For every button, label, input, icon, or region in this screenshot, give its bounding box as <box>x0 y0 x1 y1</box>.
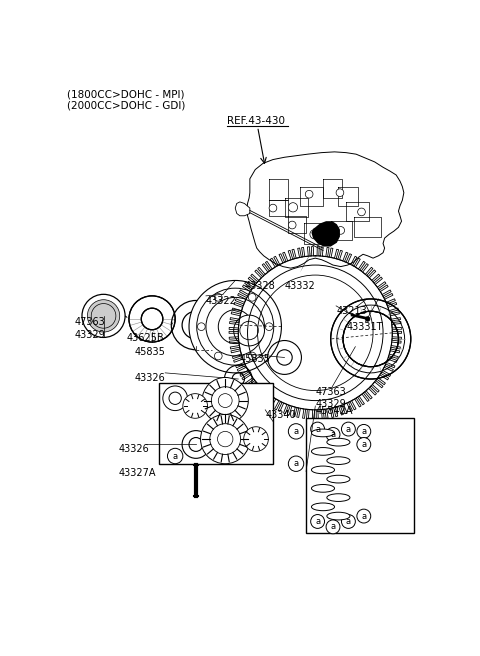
Circle shape <box>248 352 256 360</box>
Text: 43326: 43326 <box>119 445 150 455</box>
Text: 47363
43329: 47363 43329 <box>75 318 106 340</box>
Text: 43322: 43322 <box>206 296 237 306</box>
Ellipse shape <box>312 485 335 492</box>
Circle shape <box>357 424 371 438</box>
Circle shape <box>358 208 365 216</box>
Circle shape <box>288 424 304 439</box>
Ellipse shape <box>312 503 335 510</box>
Circle shape <box>288 203 298 212</box>
Ellipse shape <box>327 457 350 464</box>
Circle shape <box>183 394 207 419</box>
Circle shape <box>215 352 222 360</box>
Circle shape <box>202 377 248 424</box>
Text: 45835: 45835 <box>240 354 271 364</box>
Text: 45842A: 45842A <box>315 406 353 416</box>
Circle shape <box>197 323 205 331</box>
Ellipse shape <box>312 429 335 437</box>
Polygon shape <box>312 221 340 247</box>
Ellipse shape <box>312 447 335 455</box>
Text: 43331T: 43331T <box>346 322 383 332</box>
Text: (1800CC>DOHC - MPI): (1800CC>DOHC - MPI) <box>67 89 185 100</box>
Text: a: a <box>315 424 320 434</box>
Text: 43327A: 43327A <box>119 468 156 478</box>
Text: 45835: 45835 <box>134 346 165 357</box>
Text: a: a <box>315 517 320 526</box>
Text: a: a <box>173 451 178 461</box>
Circle shape <box>337 226 345 234</box>
Text: a: a <box>330 522 336 531</box>
Bar <box>306 417 414 533</box>
Ellipse shape <box>327 494 350 501</box>
Polygon shape <box>300 248 314 273</box>
Ellipse shape <box>312 466 335 474</box>
Circle shape <box>311 422 324 436</box>
Circle shape <box>87 300 120 332</box>
Circle shape <box>311 514 324 528</box>
Text: 43625B: 43625B <box>127 333 164 343</box>
Circle shape <box>310 230 319 239</box>
Text: REF.43-430: REF.43-430 <box>227 117 285 127</box>
Text: 43328: 43328 <box>244 281 275 291</box>
Circle shape <box>234 315 264 346</box>
Circle shape <box>189 281 281 373</box>
Text: 43213: 43213 <box>337 306 368 316</box>
Text: a: a <box>346 517 351 526</box>
Text: (2000CC>DOHC - GDI): (2000CC>DOHC - GDI) <box>67 100 186 110</box>
Text: 43332: 43332 <box>285 281 315 291</box>
Circle shape <box>326 520 340 534</box>
Circle shape <box>326 428 340 441</box>
Circle shape <box>341 514 355 528</box>
Circle shape <box>265 323 273 331</box>
Text: a: a <box>361 427 366 436</box>
Circle shape <box>91 304 116 328</box>
Polygon shape <box>235 202 250 216</box>
Circle shape <box>201 415 250 464</box>
Text: 43340: 43340 <box>265 410 296 420</box>
Circle shape <box>269 204 277 212</box>
Circle shape <box>248 293 256 301</box>
Circle shape <box>288 456 304 472</box>
Circle shape <box>288 221 296 229</box>
Ellipse shape <box>327 438 350 446</box>
Text: a: a <box>361 512 366 521</box>
Text: a: a <box>293 427 299 436</box>
Circle shape <box>215 293 222 301</box>
Circle shape <box>365 317 370 321</box>
Text: a: a <box>361 440 366 449</box>
Ellipse shape <box>327 512 350 520</box>
Circle shape <box>244 427 268 451</box>
Circle shape <box>341 422 355 436</box>
Circle shape <box>305 190 313 198</box>
Text: 47363
43329: 47363 43329 <box>315 387 346 409</box>
Circle shape <box>357 509 371 523</box>
Circle shape <box>168 448 183 464</box>
Bar <box>159 383 273 464</box>
Ellipse shape <box>327 475 350 483</box>
Polygon shape <box>247 152 404 268</box>
Text: 43326: 43326 <box>134 373 165 383</box>
Circle shape <box>336 189 344 197</box>
Circle shape <box>357 438 371 451</box>
Text: a: a <box>293 459 299 468</box>
Text: a: a <box>346 424 351 434</box>
Text: a: a <box>330 430 336 439</box>
